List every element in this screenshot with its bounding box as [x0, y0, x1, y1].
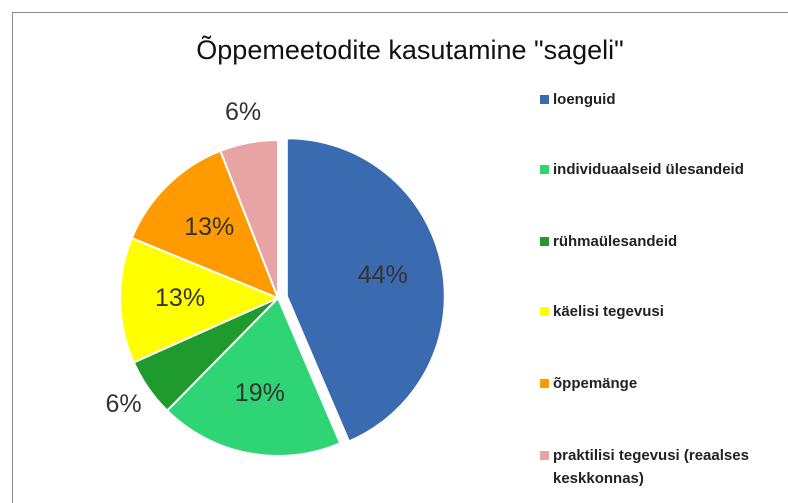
data-label: 6%: [105, 390, 141, 418]
legend-item: praktilisi tegevusi (reaalses keskkonnas…: [540, 444, 753, 490]
pie-slice: [165, 296, 342, 457]
legend-item: käelisi tegevusi: [540, 300, 753, 323]
data-label: 13%: [155, 284, 205, 312]
legend-swatch: [540, 379, 549, 388]
data-label: 44%: [358, 261, 408, 289]
chart-title: Õppemeetodite kasutamine "sageli": [196, 34, 623, 65]
legend-swatch: [540, 307, 549, 316]
legend-swatch: [540, 95, 549, 104]
pie-slice: [219, 138, 279, 299]
legend-label: loenguid: [553, 91, 616, 108]
legend-item: loenguid: [540, 88, 753, 111]
pie-slice: [130, 149, 280, 300]
legend-label: praktilisi tegevusi (reaalses keskkonnas…: [553, 447, 749, 487]
legend-swatch: [540, 165, 549, 174]
legend-label: rühmaülesandeid: [553, 233, 678, 250]
legend-item: õppemänge: [540, 372, 753, 395]
legend-item: rühmaülesandeid: [540, 230, 753, 253]
data-label: 19%: [235, 379, 285, 407]
pie-slice: [285, 137, 446, 443]
legend-label: käelisi tegevusi: [553, 303, 664, 320]
data-label: 13%: [184, 213, 234, 241]
legend-label: individuaalseid ülesandeid: [553, 161, 744, 178]
data-label: 6%: [225, 98, 261, 126]
pie-slice: [119, 236, 281, 364]
legend-swatch: [540, 451, 549, 460]
legend-label: õppemänge: [553, 375, 638, 392]
chart-frame: [12, 12, 788, 503]
legend-item: individuaalseid ülesandeid: [540, 158, 753, 181]
legend-swatch: [540, 237, 549, 246]
